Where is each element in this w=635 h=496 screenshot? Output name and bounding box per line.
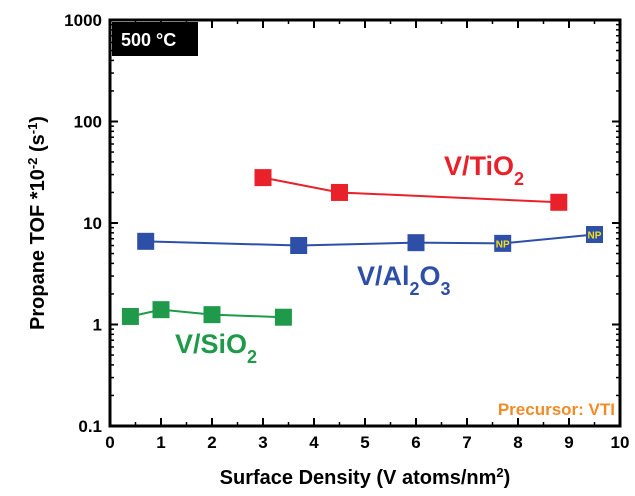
x-tick-label: 10 (611, 433, 630, 452)
series-label: V/SiO2 (175, 329, 257, 367)
x-axis-title-main: Surface Density (V atoms/nm (220, 467, 497, 489)
data-point (407, 234, 425, 252)
y-tick-label: 100 (74, 113, 102, 132)
series-label-text: O (420, 261, 441, 291)
y-tick-label: 0.1 (78, 417, 102, 436)
x-tick-label: 9 (564, 433, 573, 452)
series-line (130, 308, 284, 319)
temperature-badge-bg (112, 22, 198, 56)
x-axis-title-end: ) (504, 467, 511, 489)
x-tick-label: 4 (309, 433, 319, 452)
data-point (137, 232, 155, 250)
np-point-label: NP (496, 239, 510, 250)
series-label-subscript: 3 (441, 279, 451, 299)
plot-frame (108, 18, 622, 428)
series: NP NP (137, 226, 603, 255)
series-label-text: V/Al (357, 261, 410, 291)
data-point (494, 234, 512, 252)
x-tick-label: 8 (513, 433, 522, 452)
series-label: V/Al2O3 (357, 261, 451, 299)
temperature-badge: 500 °C (112, 22, 198, 56)
data-point (254, 169, 272, 187)
x-tick-label: 1 (156, 433, 165, 452)
y-tick-label: 1 (93, 316, 102, 335)
data-point (586, 226, 603, 244)
precursor-annotation: Precursor: VTI (498, 400, 615, 419)
y-axis-title-main: Propane TOF *10 (27, 169, 49, 330)
x-tick-label: 0 (105, 433, 114, 452)
series-label-subscript: 2 (514, 169, 524, 189)
y-axis-title-sup2: -1 (25, 123, 40, 135)
data-point (331, 183, 348, 201)
series-line (145, 233, 595, 247)
np-point-label: NP (588, 231, 602, 242)
data-point (152, 301, 170, 319)
x-tick-label: 5 (360, 433, 369, 452)
x-tick-label: 7 (462, 433, 471, 452)
data-point (290, 237, 308, 255)
series-label-text: V/SiO (175, 329, 247, 359)
y-axis-title-end: ) (27, 116, 49, 123)
tick-labels: 0 1 2 3 4 5 6 7 8 9 10 0.1 1 10 100 1000 (64, 11, 629, 452)
temperature-badge-text: 500 °C (121, 30, 176, 50)
axis-ticks (109, 19, 621, 427)
x-tick-label: 2 (207, 433, 216, 452)
series-label-subscript: 2 (410, 279, 420, 299)
series (121, 301, 292, 326)
series-label-text: V/TiO (444, 151, 514, 181)
x-tick-label: 3 (258, 433, 267, 452)
data-point (274, 308, 292, 326)
y-axis-title-mid: (s (27, 134, 49, 157)
series (254, 169, 568, 211)
data-point (550, 193, 568, 211)
series-label-subscript: 2 (247, 347, 257, 367)
x-axis-title-sup: 2 (496, 465, 503, 480)
y-axis-title-sup: -2 (25, 158, 40, 170)
x-axis-title: Surface Density (V atoms/nm2) (220, 465, 511, 490)
plot-area: 0 1 2 3 4 5 6 7 8 9 10 0.1 1 10 100 1000 NP NP (64, 11, 629, 452)
series-layer: NP NP (121, 169, 603, 326)
data-point (203, 306, 221, 324)
y-tick-label: 1000 (64, 11, 102, 30)
y-axis-title: Propane TOF *10-2 (s-1) (25, 116, 50, 330)
x-tick-label: 6 (411, 433, 420, 452)
y-tick-label: 10 (83, 214, 102, 233)
series-label: V/TiO2 (444, 151, 524, 189)
data-point (121, 307, 139, 325)
